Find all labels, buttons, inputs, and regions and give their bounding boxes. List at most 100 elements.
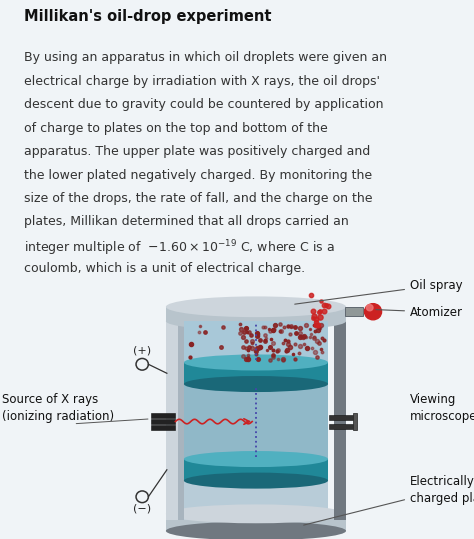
Point — [310, 321, 318, 329]
Point — [261, 330, 269, 339]
Point — [307, 330, 314, 338]
Point — [316, 313, 323, 321]
Point — [248, 337, 256, 345]
Point — [315, 307, 322, 316]
Point — [253, 350, 260, 359]
Point — [313, 353, 321, 362]
Point — [297, 329, 304, 338]
Point — [318, 334, 326, 342]
Point — [239, 352, 246, 361]
Ellipse shape — [184, 355, 328, 370]
Text: Millikan's oil-drop experiment: Millikan's oil-drop experiment — [24, 9, 271, 24]
Point — [310, 334, 318, 342]
Ellipse shape — [166, 522, 346, 539]
Bar — [178, 321, 184, 520]
Point — [262, 334, 270, 343]
Point — [242, 344, 249, 353]
Text: descent due to gravity could be countered by application: descent due to gravity could be countere… — [24, 98, 383, 111]
Point — [284, 321, 292, 330]
Ellipse shape — [166, 312, 346, 330]
Text: coulomb, which is a unit of electrical charge.: coulomb, which is a unit of electrical c… — [24, 262, 305, 275]
Point — [310, 312, 318, 321]
Point — [286, 330, 294, 338]
Text: Atomizer: Atomizer — [376, 306, 463, 319]
Point — [315, 339, 323, 348]
Bar — [151, 425, 175, 430]
Point — [201, 328, 209, 336]
Point — [279, 338, 287, 347]
Point — [283, 347, 290, 356]
Bar — [184, 321, 328, 362]
Bar — [363, 309, 365, 314]
Ellipse shape — [184, 473, 328, 489]
Point — [236, 329, 244, 337]
Point — [268, 334, 275, 343]
Point — [262, 336, 269, 344]
Point — [219, 323, 227, 331]
Text: (−): (−) — [133, 503, 151, 513]
Text: Viewing
microscope: Viewing microscope — [410, 393, 474, 423]
Text: integer multiple of  $-1.60 \times 10^{-19}$ C, where C is a: integer multiple of $-1.60 \times 10^{-1… — [24, 239, 335, 258]
Point — [252, 347, 259, 356]
Point — [259, 323, 266, 331]
Text: By using an apparatus in which oil droplets were given an: By using an apparatus in which oil dropl… — [24, 51, 387, 65]
Point — [306, 332, 314, 341]
Point — [256, 342, 264, 351]
Bar — [184, 321, 328, 520]
Point — [296, 332, 303, 341]
Point — [316, 324, 324, 333]
Point — [320, 307, 328, 316]
Bar — [334, 321, 346, 520]
Point — [320, 301, 328, 309]
Point — [296, 333, 304, 341]
Text: apparatus. The upper plate was positively charged and: apparatus. The upper plate was positivel… — [24, 145, 370, 158]
Point — [271, 320, 279, 329]
Point — [291, 323, 299, 331]
Point — [276, 320, 284, 328]
Point — [289, 350, 297, 358]
Point — [269, 339, 276, 348]
Bar — [184, 384, 328, 459]
Point — [307, 324, 314, 333]
Point — [283, 347, 290, 356]
Point — [313, 336, 320, 345]
Point — [296, 342, 303, 350]
Point — [242, 355, 249, 363]
Point — [317, 321, 324, 329]
Text: Oil spray: Oil spray — [295, 279, 463, 304]
Point — [314, 321, 321, 329]
Point — [276, 327, 284, 336]
Text: electrical charge by irradiation with X rays, the oil drops': electrical charge by irradiation with X … — [24, 75, 380, 88]
Point — [239, 343, 247, 351]
Point — [269, 346, 276, 355]
Point — [266, 355, 273, 364]
Point — [243, 324, 250, 333]
Point — [247, 331, 255, 340]
Point — [317, 345, 325, 354]
Point — [244, 328, 251, 337]
Point — [312, 317, 319, 326]
Point — [186, 353, 194, 361]
Point — [244, 352, 251, 361]
Point — [314, 326, 322, 334]
Point — [254, 332, 261, 341]
Point — [245, 345, 252, 354]
Ellipse shape — [184, 376, 328, 392]
Point — [270, 324, 278, 333]
Point — [307, 291, 315, 300]
Point — [254, 344, 262, 353]
Point — [284, 337, 292, 345]
Point — [245, 343, 252, 352]
Point — [261, 322, 269, 331]
Point — [255, 329, 262, 338]
Point — [195, 328, 203, 336]
Point — [237, 325, 245, 334]
Circle shape — [365, 303, 382, 320]
Text: the lower plated negatively charged. By monitoring the: the lower plated negatively charged. By … — [24, 169, 372, 182]
Point — [309, 306, 317, 315]
Point — [317, 296, 325, 305]
Point — [263, 345, 271, 354]
Point — [324, 302, 331, 310]
Circle shape — [366, 305, 373, 311]
Point — [279, 356, 287, 364]
